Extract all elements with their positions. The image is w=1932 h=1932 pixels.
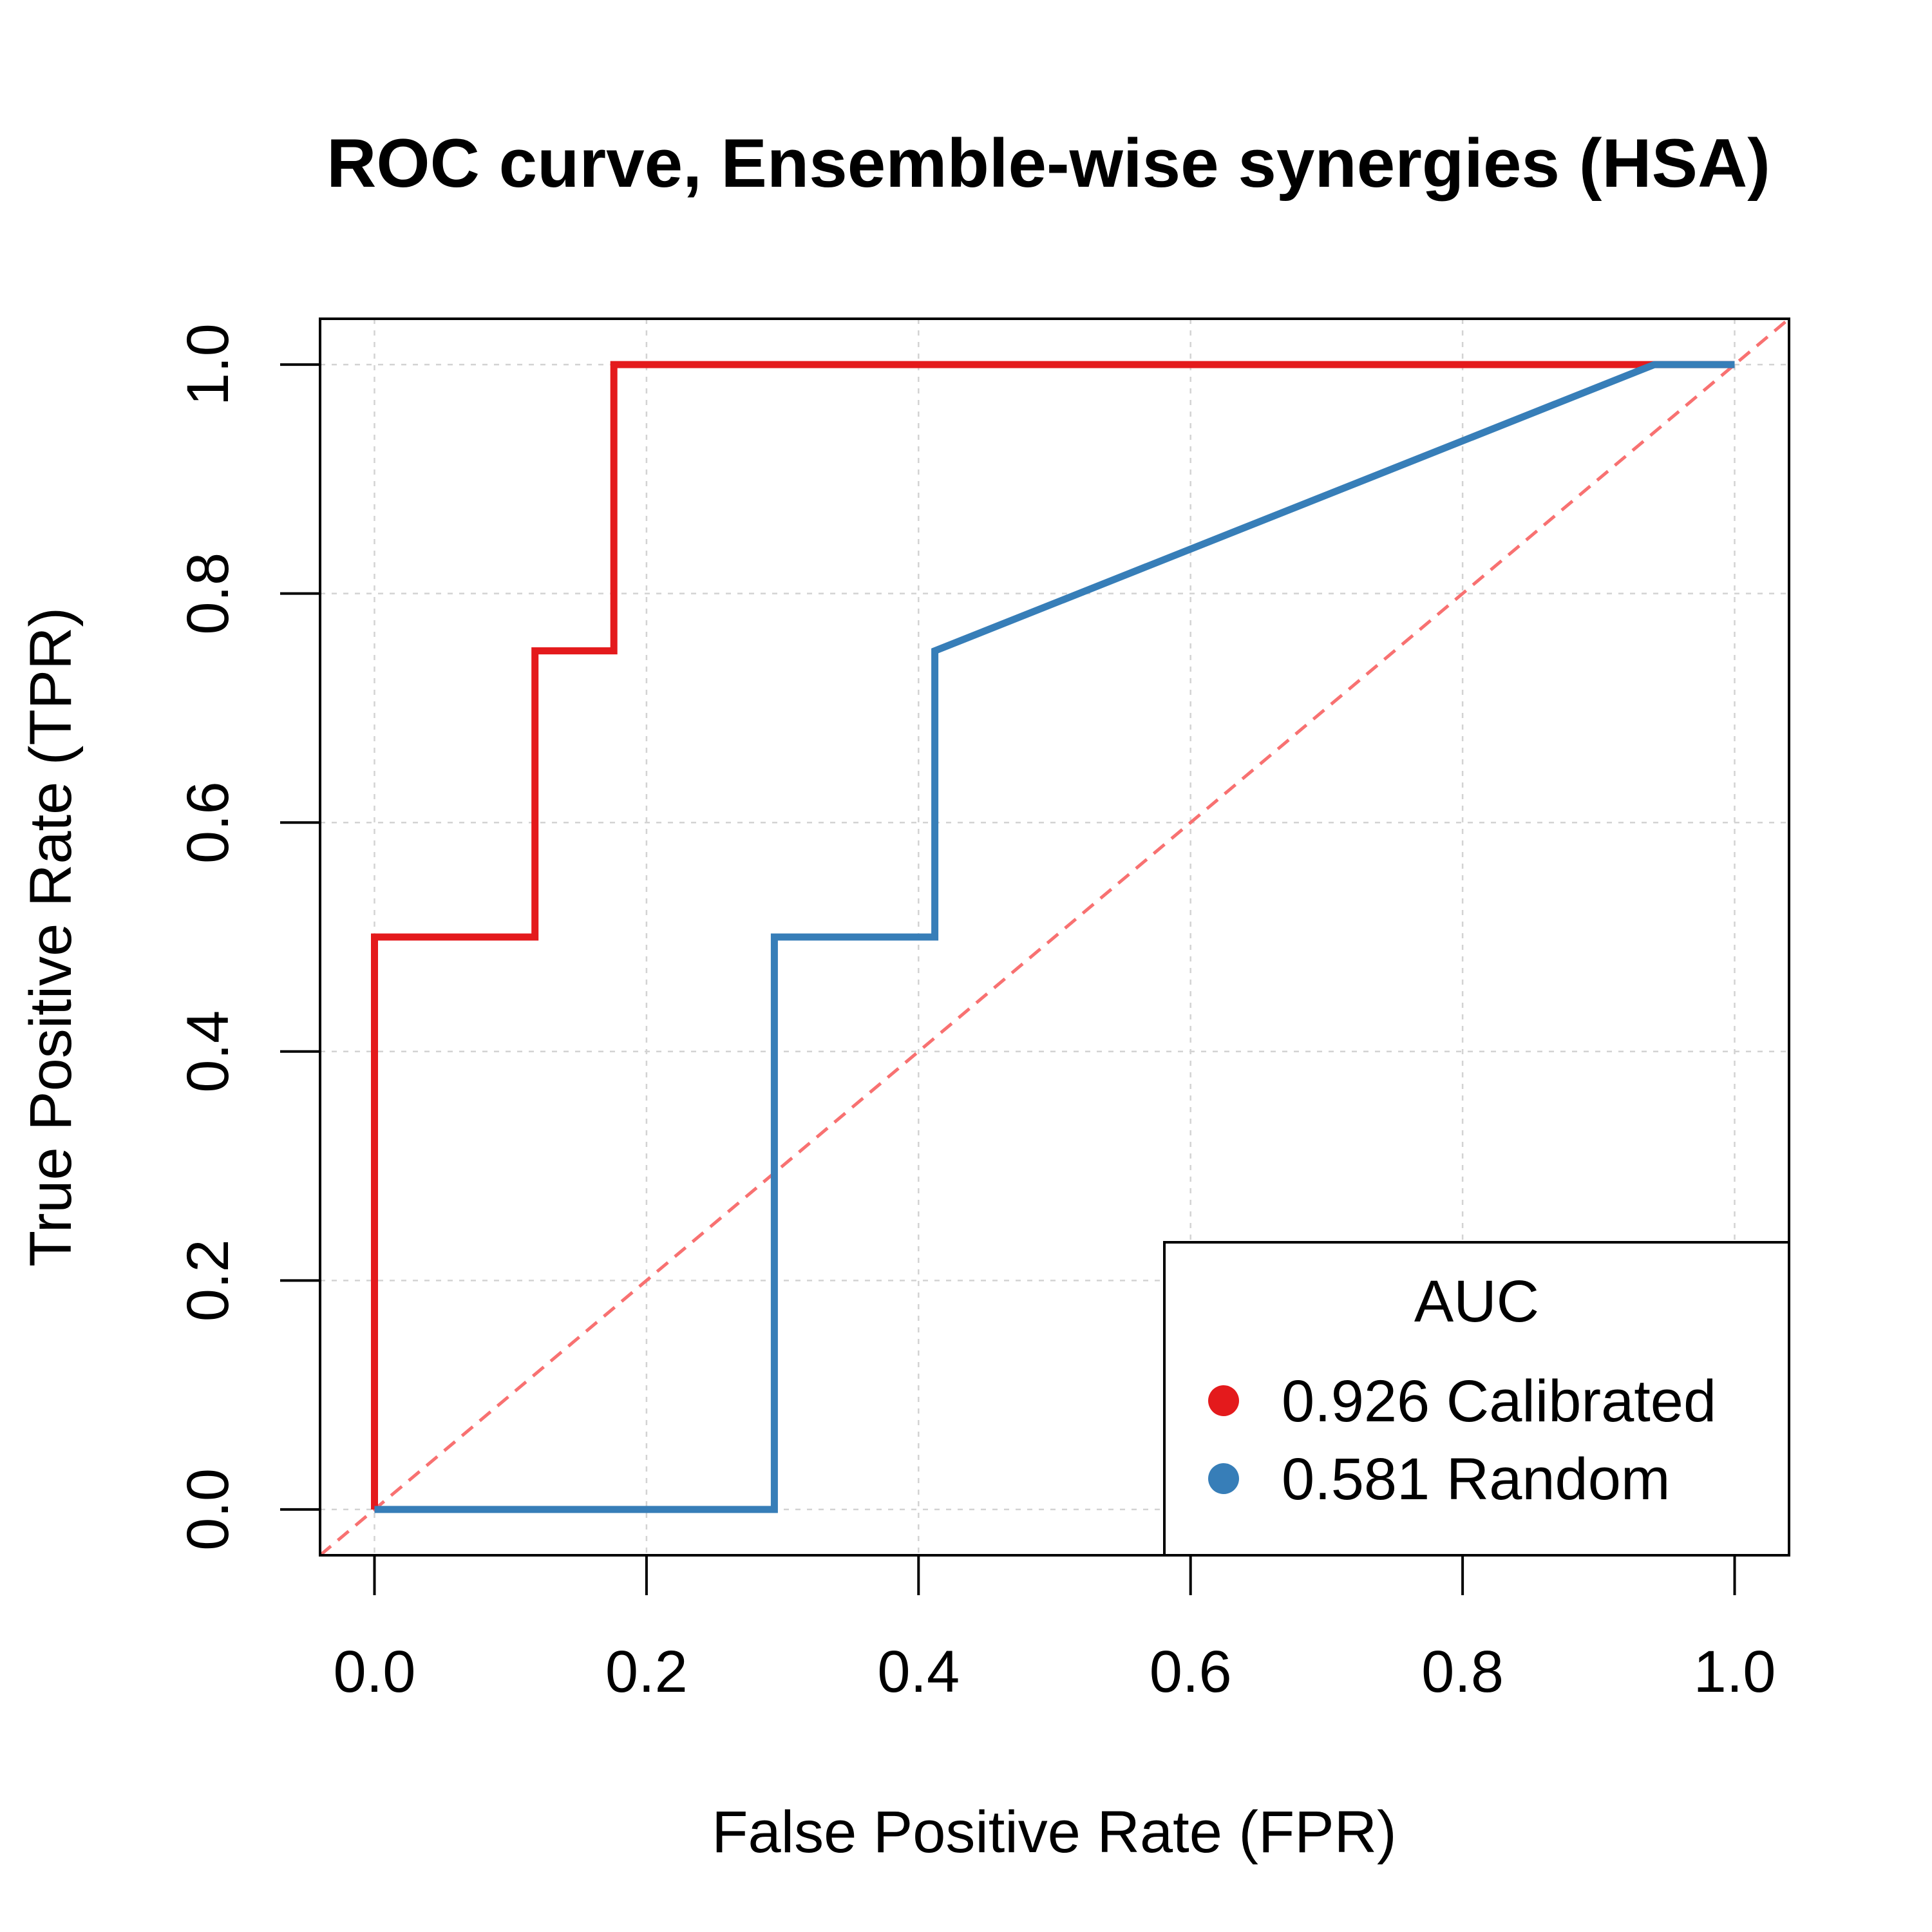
x-tick-label-1: 0.2: [605, 1639, 688, 1705]
legend-entry-calibrated: 0.926 Calibrated: [1282, 1368, 1716, 1434]
x-tick-label-3: 0.6: [1150, 1639, 1232, 1705]
reference-diagonal-line: [320, 319, 1789, 1555]
x-tick-label-0: 0.0: [334, 1639, 416, 1705]
series-layer: [371, 361, 1735, 1513]
y-tick-label-4: 0.8: [175, 553, 241, 635]
legend: AUC 0.926 Calibrated 0.581 Random: [1163, 1241, 1790, 1557]
y-tick-label-1: 0.2: [175, 1239, 241, 1321]
y-tick-label-0: 0.0: [175, 1468, 241, 1551]
x-tick-label-5: 1.0: [1694, 1639, 1776, 1705]
reference-diagonal-layer: [320, 319, 1789, 1555]
y-tick-label-5: 1.0: [175, 323, 241, 406]
y-tick-label-2: 0.4: [175, 1010, 241, 1093]
legend-entry-random: 0.581 Random: [1282, 1446, 1671, 1512]
legend-box: [1163, 1241, 1790, 1557]
y-axis: 0.0 0.2 0.4 0.6 0.8 1.0: [175, 323, 320, 1551]
legend-title: AUC: [1414, 1269, 1539, 1334]
chart-title: ROC curve, Ensemble-wise synergies (HSA): [327, 124, 1770, 202]
x-tick-label-4: 0.8: [1421, 1639, 1504, 1705]
x-axis-label: False Positive Rate (FPR): [712, 1799, 1396, 1865]
x-axis: 0.0 0.2 0.4 0.6 0.8 1.0: [334, 1554, 1776, 1705]
x-tick-label-2: 0.4: [877, 1639, 960, 1705]
series-line-calibrated: [371, 361, 1735, 1510]
legend-marker-calibrated: [1208, 1385, 1239, 1416]
legend-marker-random: [1208, 1463, 1239, 1494]
series-line-random: [374, 361, 1735, 1513]
y-tick-label-3: 0.6: [175, 781, 241, 864]
y-axis-label: True Positive Rate (TPR): [18, 607, 84, 1267]
